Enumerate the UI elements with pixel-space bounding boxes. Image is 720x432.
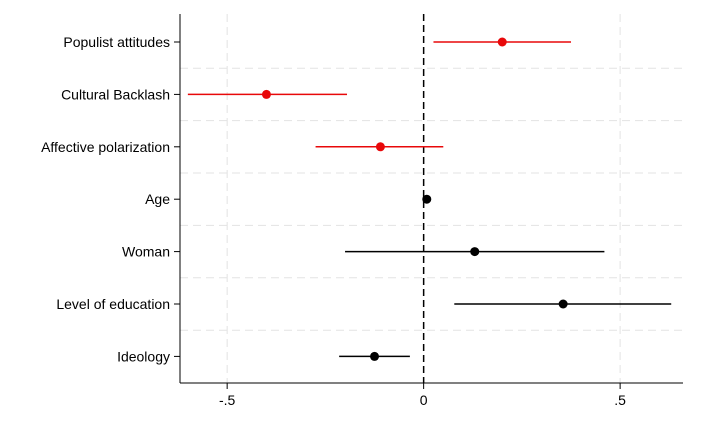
- x-tick-label: -.5: [219, 392, 236, 408]
- category-label: Level of education: [56, 296, 170, 312]
- point-estimate: [497, 37, 507, 47]
- x-tick-label: .5: [614, 392, 626, 408]
- point-estimate: [261, 89, 271, 99]
- axes: -.5 0 .5: [174, 14, 683, 408]
- grid-lines: [180, 14, 683, 383]
- category-label: Woman: [122, 244, 170, 260]
- category-label: Age: [145, 191, 170, 207]
- category-labels: Populist attitudes Cultural Backlash Affec…: [41, 34, 170, 364]
- category-label: Ideology: [117, 348, 170, 364]
- coefficient-marks: [187, 37, 672, 361]
- category-label: Populist attitudes: [63, 34, 170, 50]
- point-estimate: [370, 351, 380, 361]
- point-estimate: [470, 247, 480, 257]
- point-estimate: [422, 194, 432, 204]
- category-label: Affective polarization: [41, 139, 170, 155]
- point-estimate: [375, 142, 385, 152]
- category-label: Cultural Backlash: [61, 86, 170, 102]
- x-tick-label: 0: [420, 392, 428, 408]
- point-estimate: [558, 299, 568, 309]
